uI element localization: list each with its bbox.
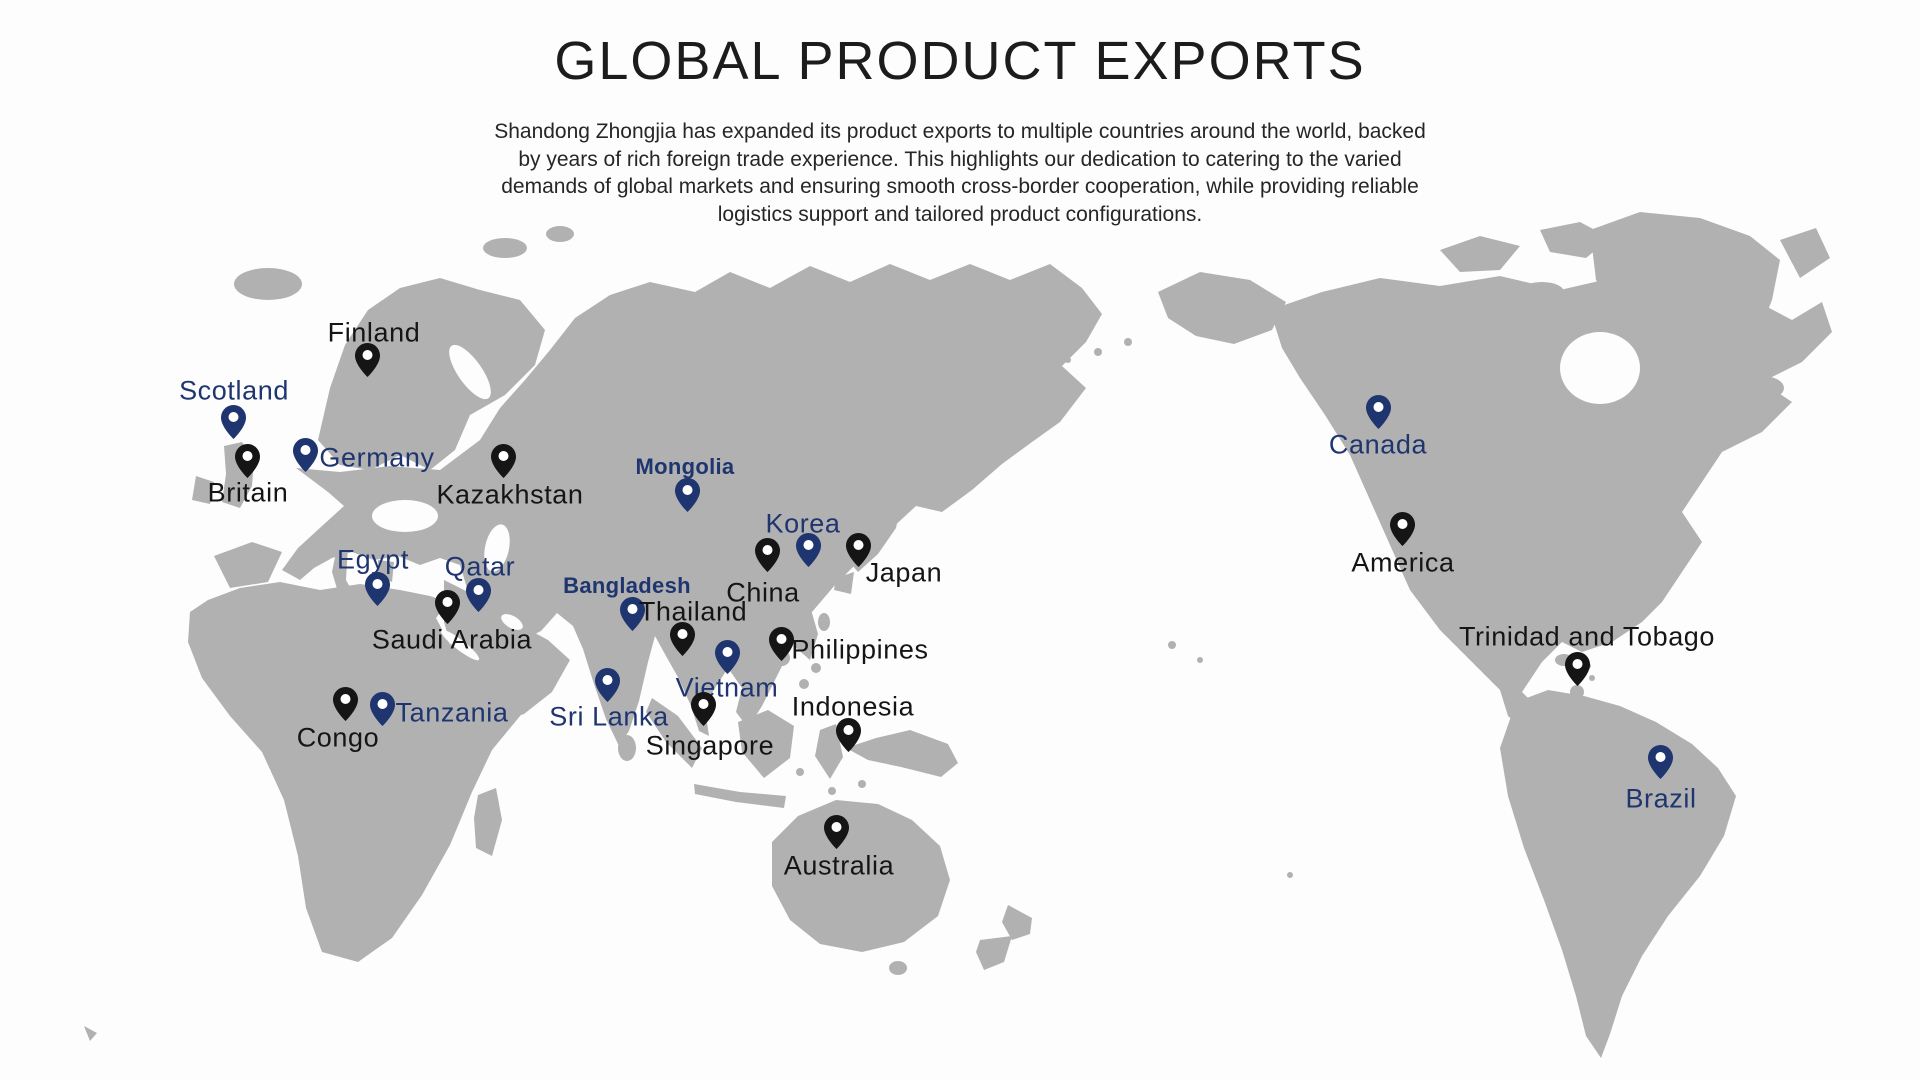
map-pin-label: Kazakhstan	[436, 479, 584, 510]
map-pin-label: Korea	[765, 508, 841, 539]
map-pin-icon	[714, 640, 740, 674]
map-pin-icon	[234, 444, 260, 478]
map-pin-label: Sri Lanka	[549, 701, 669, 732]
map-pin-icon	[369, 692, 395, 726]
map-pin-icon	[690, 692, 716, 726]
map-pin-icon	[434, 590, 460, 624]
map-pin-label: Scotland	[179, 375, 289, 406]
map-pin-label: Mongolia	[635, 454, 735, 479]
map-pin-label: Qatar	[444, 551, 516, 582]
map-pin-icon	[1564, 652, 1590, 686]
map-pin-label: Canada	[1328, 429, 1428, 460]
map-pin-label: Australia	[783, 850, 895, 881]
map-pin-icon	[1365, 395, 1391, 429]
map-pin-label: Singapore	[645, 730, 775, 761]
map-pin-label: Saudi Arabia	[371, 624, 533, 655]
map-pin-label: Philippines	[791, 634, 929, 665]
map-pin-icon	[669, 622, 695, 656]
map-pin-label: Germany	[319, 442, 435, 473]
map-pin-icon	[364, 572, 390, 606]
map-pin-label: Bangladesh	[563, 573, 691, 598]
map-pin-label: Egypt	[336, 544, 410, 575]
intro-line: Shandong Zhongjia has expanded its produ…	[494, 120, 1426, 143]
map-pin-label: Brazil	[1625, 783, 1697, 814]
map-pin-icon	[1389, 512, 1415, 546]
map-pin-label: Trinidad and Tobago	[1458, 621, 1716, 652]
map-pin-label: Japan	[865, 557, 943, 588]
map-pin-icon	[768, 627, 794, 661]
intro-line: demands of global markets and ensuring s…	[501, 175, 1419, 198]
map-pin-icon	[465, 578, 491, 612]
map-pin-icon	[754, 538, 780, 572]
page-title: GLOBAL PRODUCT EXPORTS	[554, 31, 1366, 91]
map-pin-icon	[220, 405, 246, 439]
map-pin-icon	[292, 438, 318, 472]
intro-line: by years of rich foreign trade experienc…	[518, 147, 1402, 171]
map-pin-icon	[490, 444, 516, 478]
intro-line: logistics support and tailored product c…	[717, 202, 1203, 226]
intro-paragraph: Shandong Zhongjia has expanded its produ…	[370, 118, 1550, 228]
map-pin-label: Britain	[207, 477, 289, 508]
map-pin-icon	[354, 343, 380, 377]
map-pin-label: Vietnam	[675, 672, 779, 703]
map-pin-icon	[332, 687, 358, 721]
map-pin-icon	[594, 668, 620, 702]
map-pin-icon	[619, 597, 645, 631]
map-pin-icon	[795, 533, 821, 567]
map-pin-label: Tanzania	[395, 697, 509, 728]
map-pin-icon	[674, 478, 700, 512]
map-pin-icon	[845, 533, 871, 567]
map-pin-icon	[835, 718, 861, 752]
map-pin-label: China	[726, 577, 800, 608]
map-pin-label: Finland	[327, 317, 421, 348]
map-pin-label: Congo	[296, 722, 380, 753]
map-pin-label: Indonesia	[791, 691, 915, 722]
map-pin-icon	[823, 815, 849, 849]
map-pin-icon	[1647, 745, 1673, 779]
map-pin-label: America	[1351, 547, 1455, 578]
map-pin-label: Thailand	[638, 596, 748, 627]
